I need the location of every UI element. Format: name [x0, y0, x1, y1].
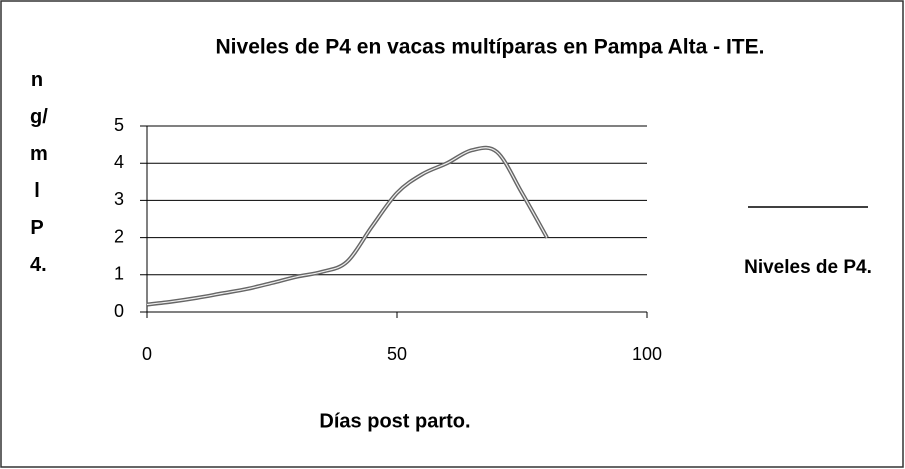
y-tick-label: 2	[114, 226, 124, 246]
series-line	[146, 145, 549, 307]
x-tick-label: 100	[632, 344, 662, 364]
y-tick-label: 4	[114, 152, 124, 172]
series-line-highlight	[146, 147, 548, 306]
chart-title: Niveles de P4 en vacas multíparas en Pam…	[216, 36, 765, 59]
x-axis-label: Días post parto.	[319, 410, 470, 432]
y-tick-label: 0	[114, 301, 124, 321]
y-axis-label: ng/ml P4.	[30, 69, 48, 276]
y-tick-label: 5	[114, 115, 124, 135]
x-tick-label: 50	[387, 344, 407, 364]
x-tick-label: 0	[142, 344, 152, 364]
legend-label: Niveles de P4.	[744, 257, 872, 278]
y-tick-label: 1	[114, 264, 124, 284]
y-tick-label: 3	[114, 189, 124, 209]
